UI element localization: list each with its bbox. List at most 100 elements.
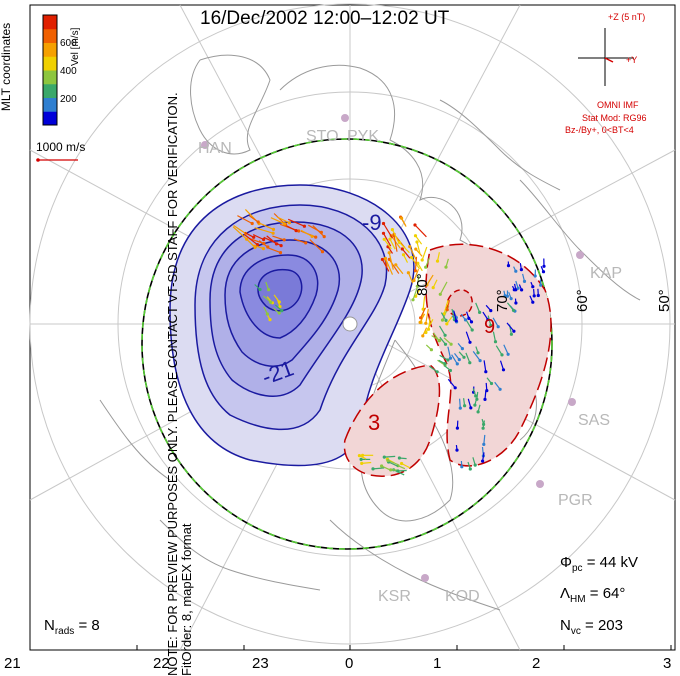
velocity-vector-origin (398, 456, 401, 459)
velocity-vector-origin (400, 217, 403, 220)
velocity-vector-origin (456, 362, 459, 365)
velocity-vector-origin (402, 253, 405, 256)
velocity-vector-origin (443, 362, 446, 365)
velocity-vector-origin (401, 247, 404, 250)
imf-model-label: Stat Mod: RG96 (582, 113, 647, 123)
side-note: NOTE: FOR PREVIEW PURPOSES ONLY. PLEASE … (166, 36, 194, 676)
velocity-vector-origin (446, 308, 449, 311)
velocity-vector-origin (381, 258, 384, 261)
phi-value: = 44 kV (587, 554, 638, 571)
velocity-vector-origin (462, 356, 465, 359)
velocity-vector-origin (380, 464, 383, 467)
velocity-vector-origin (413, 223, 416, 226)
velocity-vector-origin (483, 398, 486, 401)
velocity-vector-origin (283, 222, 286, 225)
velocity-vector-origin (414, 234, 417, 237)
mlt-tick-23: 23 (252, 655, 269, 672)
velocity-scale-dot (36, 158, 40, 162)
velocity-vector-origin (439, 293, 442, 296)
velocity-vector-origin (430, 348, 433, 351)
nvc-value: = 203 (585, 617, 623, 634)
velocity-vector-origin (463, 404, 466, 407)
velocity-vector-origin (436, 370, 439, 373)
nrads-symbol: N (44, 617, 55, 634)
nrads-subscript: rads (55, 626, 74, 637)
pole-marker (343, 317, 357, 331)
site-marker-kap (576, 251, 584, 259)
velocity-vector-origin (444, 343, 447, 346)
velocity-vector-origin (499, 388, 502, 391)
velocity-vector-origin (415, 240, 418, 243)
velocity-vector-origin (497, 325, 500, 328)
velocity-vector-origin (323, 235, 326, 238)
velocity-vector-origin (388, 238, 391, 241)
velocity-vector-origin (445, 322, 448, 325)
colorbar-swatch (43, 84, 57, 98)
velocity-vector-origin (474, 464, 477, 467)
velocity-vector-origin (510, 333, 513, 336)
velocity-vector-origin (469, 406, 472, 409)
velocity-vector-origin (262, 247, 265, 250)
velocity-vector-origin (455, 449, 458, 452)
colorbar-swatch (43, 98, 57, 112)
site-label-pyk: PYK (347, 128, 379, 146)
velocity-vector-origin (444, 334, 447, 337)
velocity-vector-origin (455, 319, 458, 322)
imf-condition-label: Bz-/By+, 0<BT<4 (565, 125, 634, 135)
mlt-tick-2: 2 (532, 655, 540, 672)
velocity-vector-origin (424, 322, 427, 325)
velocity-vector-origin (512, 330, 515, 333)
velocity-vector-origin (513, 288, 516, 291)
velocity-vector-origin (396, 469, 399, 472)
lambda-value: = 64° (590, 585, 626, 602)
velocity-vector-origin (459, 407, 462, 410)
colorbar-label: Vel [m/s] (70, 28, 81, 66)
lambda-symbol: Λ (560, 585, 570, 602)
site-label-kap: KAP (590, 265, 622, 283)
contour-label-neg9: -9 (362, 210, 382, 236)
velocity-vector-origin (269, 301, 272, 304)
velocity-vector-origin (283, 238, 286, 241)
velocity-vector-origin (467, 317, 470, 320)
site-marker-ksr-kod (421, 574, 429, 582)
velocity-vector-origin (382, 222, 385, 225)
velocity-vector-origin (461, 347, 464, 350)
velocity-vector-origin (394, 263, 397, 266)
velocity-vector-origin (514, 301, 517, 304)
velocity-vector-origin (314, 236, 317, 239)
contour-label-3: 3 (368, 410, 380, 436)
site-label-kod: KOD (445, 588, 480, 606)
velocity-vector-origin (507, 264, 510, 267)
imf-source-label: OMNI IMF (597, 100, 639, 110)
velocity-vector-origin (252, 236, 255, 239)
velocity-vector-origin (531, 285, 534, 288)
velocity-vector-origin (419, 316, 422, 319)
velocity-vector-origin (280, 244, 283, 247)
site-marker-pgr (536, 480, 544, 488)
velocity-vector-origin (361, 454, 364, 457)
velocity-vector-origin (478, 311, 481, 314)
lat-label-60: 60° (574, 289, 591, 312)
colorbar-swatch (43, 29, 57, 43)
contour-label-9: 9 (484, 316, 495, 339)
colorbar-swatch (43, 43, 57, 57)
phi-symbol: Φ (560, 554, 572, 571)
velocity-vector-origin (295, 229, 298, 232)
velocity-vector-origin (278, 311, 281, 314)
velocity-vector-origin (360, 462, 363, 465)
velocity-vector-origin (424, 266, 427, 269)
velocity-vector-origin (473, 404, 476, 407)
phi-subscript: pc (572, 563, 583, 574)
velocity-vector-origin (539, 284, 542, 287)
colorbar-swatch (43, 70, 57, 84)
velocity-vector-origin (421, 258, 424, 261)
velocity-vector-origin (500, 353, 503, 356)
velocity-vector-origin (464, 318, 467, 321)
velocity-vector-origin (490, 382, 493, 385)
site-label-sto: STO (306, 128, 339, 146)
velocity-vector-origin (288, 221, 291, 224)
velocity-vector-origin (512, 309, 515, 312)
mlt-tick-21: 21 (4, 655, 21, 672)
velocity-vector-origin (414, 269, 417, 272)
